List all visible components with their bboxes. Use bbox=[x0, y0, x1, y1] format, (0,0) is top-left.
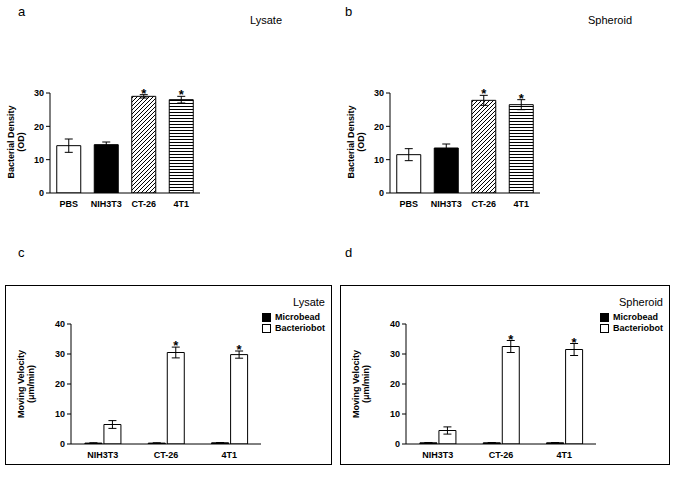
svg-text:CT-26: CT-26 bbox=[154, 450, 179, 460]
svg-text:*: * bbox=[572, 335, 578, 350]
svg-text:4T1: 4T1 bbox=[173, 199, 189, 209]
svg-text:10: 10 bbox=[374, 155, 384, 165]
html-text:(μm/min): (μm/min) bbox=[361, 365, 371, 403]
svg-text:PBS: PBS bbox=[59, 199, 78, 209]
svg-text:40: 40 bbox=[55, 319, 65, 329]
html-text:Bacterial Density: Bacterial Density bbox=[346, 105, 356, 179]
html-text:Lysate: Lysate bbox=[250, 14, 282, 26]
html-text:b: b bbox=[345, 4, 353, 19]
svg-text:*: * bbox=[179, 87, 185, 102]
svg-text:CT-26: CT-26 bbox=[471, 199, 496, 209]
svg-text:40: 40 bbox=[390, 319, 400, 329]
html-text:d: d bbox=[345, 245, 353, 260]
html-text:Bacterial Density: Bacterial Density bbox=[6, 105, 16, 179]
html-text:(OD): (OD) bbox=[356, 132, 366, 152]
svg-text:20: 20 bbox=[34, 122, 44, 132]
svg-text:4T1: 4T1 bbox=[513, 199, 529, 209]
svg-text:*: * bbox=[481, 86, 487, 101]
svg-text:30: 30 bbox=[34, 88, 44, 98]
svg-text:30: 30 bbox=[374, 88, 384, 98]
html-text:c: c bbox=[18, 245, 25, 260]
svg-text:*: * bbox=[237, 342, 243, 357]
svg-text:20: 20 bbox=[374, 122, 384, 132]
html-text:Moving Velocity: Moving Velocity bbox=[16, 350, 26, 418]
svg-text:NIH3T3: NIH3T3 bbox=[91, 199, 122, 209]
svg-text:0: 0 bbox=[379, 188, 384, 198]
html-text:Spheroid: Spheroid bbox=[588, 14, 632, 26]
svg-text:30: 30 bbox=[390, 349, 400, 359]
html-text:Microbead: Microbead bbox=[613, 312, 658, 322]
svg-text:0: 0 bbox=[60, 439, 65, 449]
svg-text:*: * bbox=[508, 332, 514, 347]
svg-text:10: 10 bbox=[34, 155, 44, 165]
svg-text:20: 20 bbox=[55, 379, 65, 389]
html-text:Moving Velocity: Moving Velocity bbox=[351, 350, 361, 418]
svg-text:10: 10 bbox=[55, 409, 65, 419]
svg-text:20: 20 bbox=[390, 379, 400, 389]
html-text:Bacteriobot: Bacteriobot bbox=[275, 323, 325, 333]
svg-text:NIH3T3: NIH3T3 bbox=[431, 199, 462, 209]
html-text:Microbead: Microbead bbox=[275, 312, 320, 322]
svg-text:NIH3T3: NIH3T3 bbox=[422, 450, 453, 460]
svg-text:0: 0 bbox=[39, 188, 44, 198]
html-text:Spheroid: Spheroid bbox=[619, 296, 663, 308]
svg-text:CT-26: CT-26 bbox=[131, 199, 156, 209]
svg-text:30: 30 bbox=[55, 349, 65, 359]
html-text:Bacteriobot: Bacteriobot bbox=[613, 323, 663, 333]
svg-text:0: 0 bbox=[395, 439, 400, 449]
svg-text:PBS: PBS bbox=[399, 199, 418, 209]
svg-text:*: * bbox=[141, 86, 147, 101]
svg-text:4T1: 4T1 bbox=[557, 450, 573, 460]
svg-text:4T1: 4T1 bbox=[222, 450, 238, 460]
svg-text:*: * bbox=[173, 338, 179, 353]
svg-text:NIH3T3: NIH3T3 bbox=[87, 450, 118, 460]
html-text:a: a bbox=[18, 4, 26, 19]
html-text:Lysate: Lysate bbox=[293, 296, 325, 308]
svg-text:CT-26: CT-26 bbox=[489, 450, 514, 460]
svg-text:10: 10 bbox=[390, 409, 400, 419]
html-text:(μm/min): (μm/min) bbox=[26, 365, 36, 403]
svg-text:*: * bbox=[519, 91, 525, 106]
html-text:(OD): (OD) bbox=[16, 132, 26, 152]
